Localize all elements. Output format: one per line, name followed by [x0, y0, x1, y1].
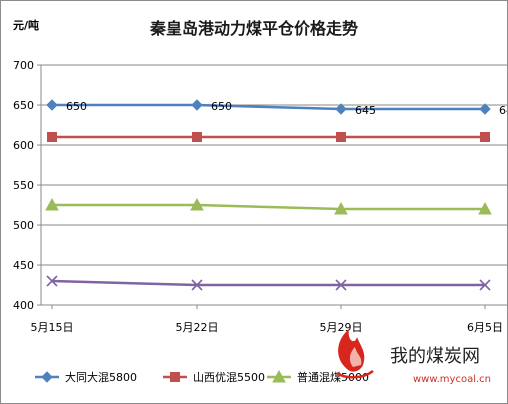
data-point — [191, 99, 203, 111]
watermark: 我的煤炭网 www.mycoal.cn — [336, 329, 491, 385]
y-tick-label: 450 — [13, 259, 34, 272]
legend: 大同大混5800 山西优混5500 普通混煤5000 — [35, 369, 369, 384]
series-line — [51, 279, 485, 287]
legend-item-2: 山西优混5500 — [163, 371, 265, 384]
y-tick-label: 500 — [13, 219, 34, 232]
data-point — [480, 132, 490, 142]
data-point — [190, 197, 204, 211]
gridlines — [41, 64, 507, 266]
series-line — [52, 203, 485, 211]
y-tick-label: 700 — [13, 59, 34, 72]
y-tick-label: 650 — [13, 99, 34, 112]
x-tick-label: 6月5日 — [467, 321, 503, 334]
data-point — [46, 99, 58, 111]
y-ticks: 400 450 500 550 600 650 700 — [13, 59, 34, 312]
data-point — [45, 197, 59, 211]
x-tick-label: 5月29日 — [320, 321, 363, 334]
series-2 — [47, 132, 490, 142]
data-label: 645 — [355, 104, 376, 117]
series-3 — [45, 197, 492, 215]
data-label: 650 — [66, 100, 87, 113]
data-point — [478, 201, 492, 215]
x-tick-label: 5月22日 — [176, 321, 219, 334]
data-point — [335, 103, 347, 115]
data-point — [336, 132, 346, 142]
legend-label: 普通混煤5000 — [297, 370, 369, 384]
axes — [37, 64, 507, 309]
x-tick-label: 5月15日 — [31, 321, 74, 334]
y-tick-label: 400 — [13, 299, 34, 312]
legend-item-3: 普通混煤5000 — [267, 369, 369, 384]
x-ticks: 5月15日 5月22日 5月29日 6月5日 — [31, 321, 504, 334]
legend-item-1: 大同大混5800 — [35, 370, 137, 384]
data-point — [41, 371, 53, 383]
legend-label: 山西优混5500 — [193, 371, 265, 384]
series-4 — [46, 275, 491, 291]
chart-title: 秦皇岛港动力煤平仓价格走势 — [149, 19, 358, 38]
data-point — [334, 201, 348, 215]
data-label: 645 — [499, 104, 507, 117]
data-point — [335, 279, 347, 291]
y-tick-label: 550 — [13, 179, 34, 192]
series-1 — [46, 99, 491, 115]
series-layer — [45, 99, 492, 291]
y-axis-label: 元/吨 — [13, 18, 39, 32]
data-point — [192, 132, 202, 142]
data-point — [479, 279, 491, 291]
watermark-url: www.mycoal.cn — [413, 374, 491, 385]
y-tick-label: 600 — [13, 139, 34, 152]
flame-logo-icon — [336, 329, 374, 379]
watermark-brand: 我的煤炭网 — [390, 346, 480, 367]
data-point — [170, 372, 180, 382]
data-point — [47, 132, 57, 142]
data-label: 650 — [211, 100, 232, 113]
data-point — [272, 369, 286, 383]
data-point — [46, 275, 58, 287]
series-line — [52, 103, 485, 111]
data-point — [191, 279, 203, 291]
data-labels: 650 650 645 645 — [66, 100, 507, 117]
data-point — [479, 103, 491, 115]
legend-label: 大同大混5800 — [65, 370, 137, 384]
